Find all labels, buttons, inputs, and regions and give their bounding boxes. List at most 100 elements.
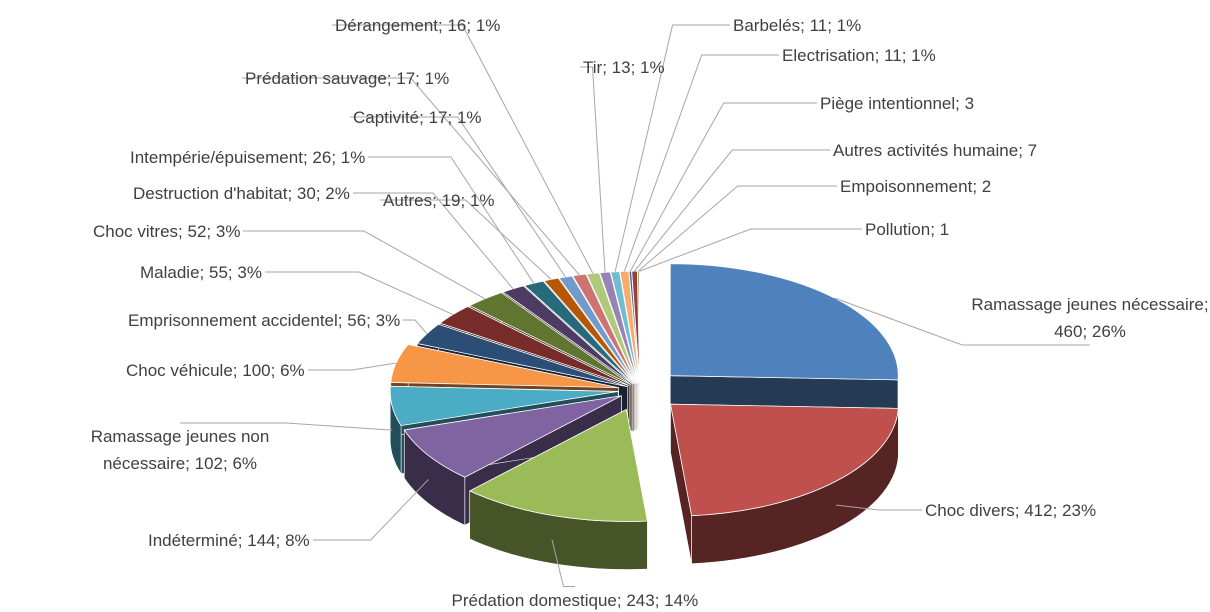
label-category: Choc divers: [925, 500, 1015, 520]
label-separator: ;: [199, 262, 209, 282]
data-label: Ramassage jeunes non nécessaire; 102; 6%: [45, 423, 315, 477]
label-value: 412: [1024, 500, 1053, 520]
label-separator: ;: [386, 68, 397, 88]
label-separator: ;: [331, 147, 341, 167]
label-value: 17: [396, 68, 416, 88]
slice: [523, 280, 635, 385]
label-category: Choc vitres: [93, 221, 179, 241]
leader-line: [614, 24, 730, 272]
label-separator: ;: [232, 360, 243, 380]
label-separator: ;: [1014, 500, 1025, 520]
label-value: 1: [939, 219, 950, 239]
label-percent: 14%: [664, 590, 699, 610]
label-value: 11: [809, 15, 828, 35]
label-separator: ;: [602, 57, 612, 77]
data-label: Choc vitres; 52; 3%: [93, 218, 240, 245]
label-percent: 6%: [280, 360, 305, 380]
slice: [599, 271, 639, 384]
label-percent: 2%: [325, 183, 350, 203]
label-separator: ;: [178, 221, 188, 241]
slice: [502, 285, 633, 385]
slice: [468, 408, 648, 570]
label-separator: ;: [930, 219, 940, 239]
label-value: 11: [884, 45, 902, 65]
label-category: Barbelés: [733, 15, 801, 35]
label-percent: 1%: [475, 15, 501, 35]
leader-line: [629, 102, 817, 272]
leader-line: [350, 116, 566, 278]
data-label: Captivité; 17; 1%: [353, 104, 482, 131]
leader-line: [634, 149, 830, 272]
leader-line: [403, 319, 428, 334]
label-value: 56: [347, 310, 367, 330]
label-category: Indéterminé: [148, 530, 238, 550]
label-value: 3: [964, 93, 975, 113]
label-value: 52: [187, 221, 207, 241]
label-value: 243: [626, 590, 655, 610]
data-label: Pollution; 1: [865, 216, 949, 243]
label-separator: ;: [1203, 295, 1209, 314]
label-separator: ;: [1052, 500, 1063, 520]
label-separator: ;: [1018, 140, 1028, 160]
data-label: Emprisonnement accidentel; 56; 3%: [128, 307, 400, 334]
slice: [670, 403, 899, 565]
data-label: Piège intentionnel; 3: [820, 90, 974, 117]
label-percent: 3%: [237, 262, 262, 282]
label-value: 19: [441, 190, 461, 210]
data-label: Tir; 13; 1%: [583, 54, 665, 81]
data-label: Choc véhicule; 100; 6%: [126, 357, 305, 384]
label-separator: ;: [460, 190, 470, 210]
label-value: 26: [312, 147, 332, 167]
label-category: Empoisonnement: [840, 176, 973, 196]
label-separator: ;: [315, 183, 326, 203]
label-percent: 26%: [1091, 322, 1126, 341]
label-value: 13: [611, 57, 631, 77]
label-category: Captivité: [353, 107, 420, 127]
label-percent: 1%: [911, 45, 936, 65]
label-category: Ramassage jeunes nécessaire: [971, 295, 1204, 314]
slice: [670, 403, 899, 517]
label-category: Electrisation: [782, 45, 875, 65]
label-separator: ;: [466, 15, 476, 35]
label-value: 460: [1054, 322, 1083, 341]
data-label: Autres; 19; 1%: [383, 187, 495, 214]
leader-line: [242, 77, 580, 276]
label-category: Choc véhicule: [126, 360, 233, 380]
label-percent: 3%: [375, 310, 401, 330]
label-value: 102: [194, 454, 223, 473]
data-label: Destruction d'habitat; 30; 2%: [133, 180, 350, 207]
leader-line: [580, 66, 606, 273]
leader-line: [380, 199, 552, 280]
leader-line: [265, 271, 454, 315]
leader-line: [353, 192, 514, 290]
label-separator: ;: [630, 57, 641, 77]
label-separator: ;: [237, 530, 248, 550]
label-percent: 8%: [285, 530, 310, 550]
label-separator: ;: [616, 590, 627, 610]
data-label: Dérangement; 16; 1%: [335, 12, 500, 39]
label-separator: ;: [901, 45, 912, 65]
slice: [468, 408, 648, 522]
label-separator: ;: [302, 147, 313, 167]
label-separator: ;: [223, 454, 233, 473]
label-separator: ;: [972, 176, 982, 196]
leader-line: [308, 362, 397, 371]
label-category: Autres: [383, 190, 433, 210]
data-label: Indéterminé; 144; 8%: [148, 527, 310, 554]
label-percent: 23%: [1062, 500, 1097, 520]
label-separator: ;: [185, 454, 195, 473]
label-separator: ;: [366, 310, 376, 330]
label-value: 144: [247, 530, 276, 550]
label-category: Autres activités humaine: [833, 140, 1019, 160]
label-separator: ;: [227, 262, 238, 282]
data-label: Choc divers; 412; 23%: [925, 497, 1096, 524]
label-percent: 6%: [232, 454, 258, 473]
label-percent: 3%: [215, 221, 241, 241]
leader-line: [243, 230, 486, 300]
label-category: Piège intentionnel: [820, 93, 956, 113]
label-separator: ;: [432, 190, 442, 210]
leader-line: [623, 54, 779, 272]
leader-line: [834, 297, 1090, 346]
slice: [416, 323, 628, 388]
